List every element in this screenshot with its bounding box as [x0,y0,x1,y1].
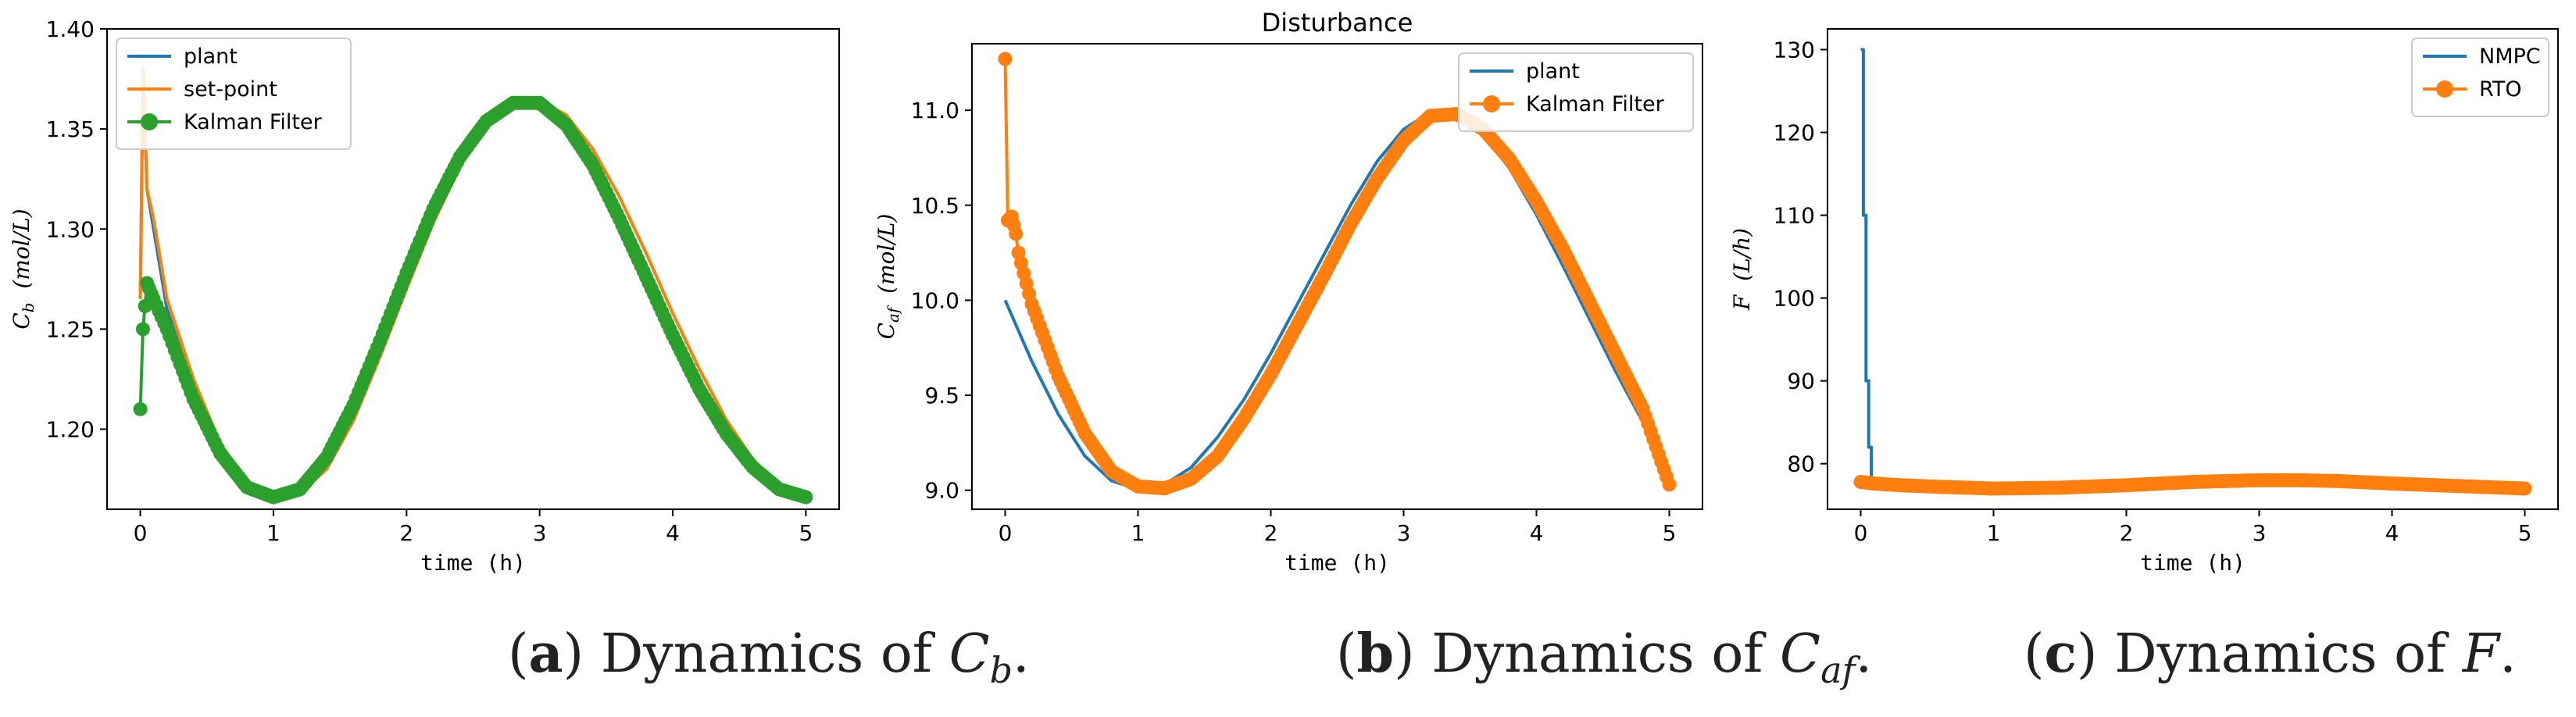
x-tick-label: 4 [2385,520,2399,546]
x-tick-label: 1 [1987,520,2001,546]
legend-marker [2436,80,2453,98]
legend: plant set-point Kalman Filter [116,37,352,150]
x-tick-label: 5 [799,520,813,546]
data-point [133,401,148,416]
legend: plant Kalman Filter [1458,52,1694,132]
y-tick-label: 9.5 [924,383,959,408]
y-axis-label: F (L/h) [1729,228,1755,311]
legend-label: Kalman Filter [184,110,323,134]
x-tick-label: 2 [1264,520,1278,546]
y-tick-label: 11.0 [911,98,959,123]
data-point [799,490,813,505]
axes-frame [971,43,1703,510]
legend-box [116,37,352,150]
chart-title: Disturbance [1262,8,1413,37]
chart-c: 0 1 2 3 4 5 80 90 100 110 120 130 time (h) F (L/h) NMP… [1729,28,2559,576]
legend-label: Kalman Filter [1526,92,1665,116]
legend-label: set-point [184,77,277,102]
legend-label: RTO [2479,77,2522,102]
y-tick-label: 1.40 [46,16,95,42]
y-tick-label: 110 [1774,203,1815,229]
y-tick-label: 130 [1774,37,1815,63]
y-tick-label: 90 [1787,369,1815,394]
data-point [2517,481,2532,496]
x-axis-label: time (h) [2140,550,2246,576]
legend-marker [1483,95,1500,112]
legend-label: plant [184,45,238,69]
y-tick-label: 10.5 [911,193,959,219]
legend-marker [141,113,158,130]
caption-a: (a) Dynamics of Cb. [508,622,1030,691]
data-point [998,52,1013,66]
x-tick-label: 4 [1530,520,1544,546]
x-tick-label: 1 [1131,520,1145,546]
y-tick-label: 1.20 [46,417,95,443]
x-tick-label: 3 [2253,520,2267,546]
caption-c: (c) Dynamics of F. [2024,622,2517,685]
x-tick-label: 3 [533,520,547,546]
x-tick-label: 1 [266,520,280,546]
legend-label: plant [1526,59,1580,84]
legend: NMPC RTO [2411,37,2549,117]
x-tick-label: 0 [134,520,148,546]
caption-b: (b) Dynamics of Caf. [1336,622,1872,691]
x-tick-label: 0 [1854,520,1868,546]
x-tick-label: 0 [999,520,1013,546]
x-tick-label: 5 [1663,520,1677,546]
series-plant [1003,110,1671,491]
y-tick-label: 9.0 [924,478,959,504]
series-rto [1853,473,2532,496]
series-line [138,101,806,499]
x-axis-label: time (h) [1284,550,1390,576]
y-tick-label: 1.35 [46,116,95,142]
series-line [1003,110,1671,491]
x-tick-label: 3 [1397,520,1411,546]
y-tick-label: 100 [1774,286,1815,312]
legend-label: NMPC [2479,45,2541,69]
chart-a: 0 1 2 3 4 5 1.20 1.25 1.30 1.35 1.40 time (h) Cb (mo… [9,16,840,576]
legend-box [1458,52,1694,132]
x-axis-label: time (h) [420,550,526,576]
x-tick-label: 2 [399,520,413,546]
y-axis-label: Cb (mol/L) [9,209,38,329]
series-kalman-filter [133,95,813,505]
axes-frame [1827,28,2559,510]
x-tick-label: 4 [666,520,680,546]
y-tick-label: 1.30 [46,216,95,242]
data-point [1662,477,1677,492]
y-tick-label: 1.25 [46,316,95,342]
y-tick-label: 10.0 [911,287,959,313]
y-axis-label: Caf (mol/L) [874,214,902,340]
x-tick-label: 5 [2518,520,2532,546]
chart-b: 0 1 2 3 4 5 9.0 9.5 10.0 10.5 11.0 time (h) Caf (mol… [874,8,1703,576]
data-point [1009,227,1024,241]
data-point [136,322,150,337]
x-tick-label: 2 [2120,520,2134,546]
y-tick-label: 80 [1787,451,1815,477]
axes-frame [106,28,840,510]
y-tick-label: 120 [1774,120,1815,146]
